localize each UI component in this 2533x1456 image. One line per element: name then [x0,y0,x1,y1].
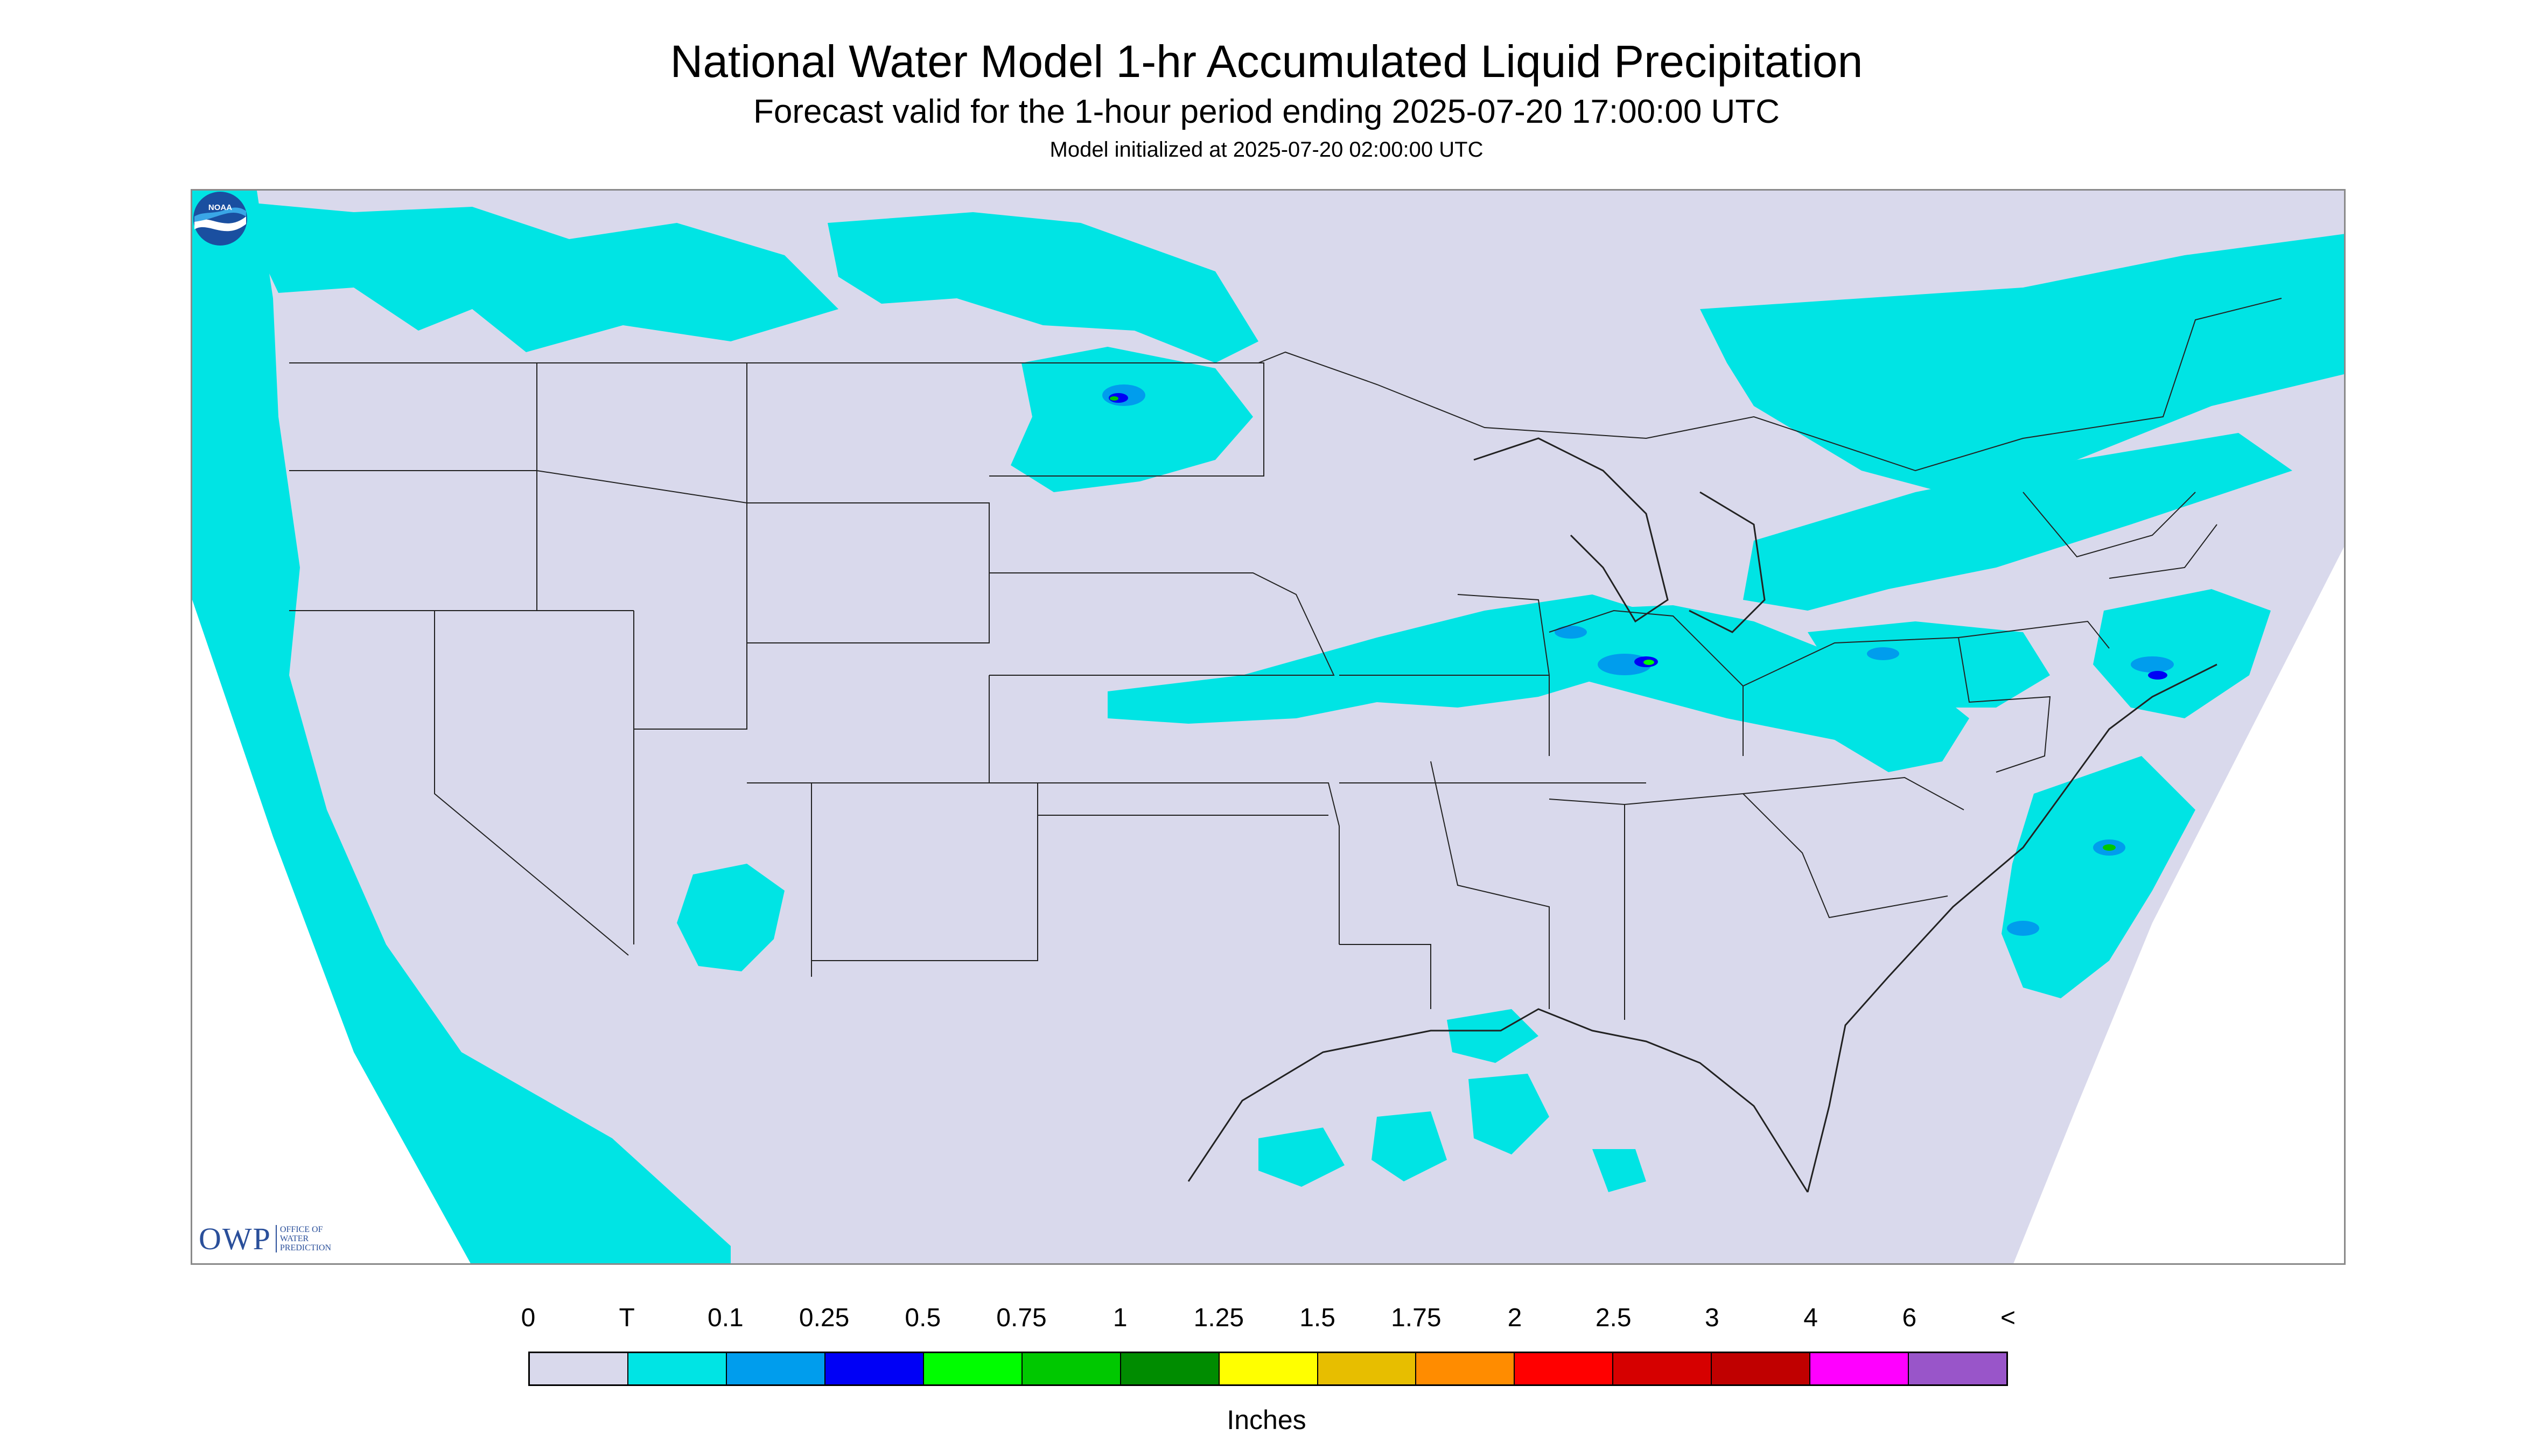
owp-wordmark: OWP [199,1221,271,1256]
legend-swatch [923,1353,1023,1384]
precipitation-map: OWP Office of Water Prediction NOAA [191,189,2346,1265]
legend-swatch [1712,1353,1811,1384]
legend-swatch [825,1353,924,1384]
precip-region-pennsylvania [1808,621,2050,708]
legend-label: 1.25 [1193,1304,1244,1332]
legend-color-bar [528,1352,2008,1386]
northeast-states [2023,492,2217,579]
precip-region-ohio-valley [1538,605,1969,772]
legend-label: 2.5 [1595,1304,1632,1332]
legend-label: 0.5 [905,1304,941,1332]
precip-region-north-dakota [1011,347,1253,492]
legend-label: 0.75 [996,1304,1047,1332]
legend-label: 0.25 [799,1304,850,1332]
map-subtitle: Forecast valid for the 1-hour period end… [753,93,1780,130]
great-lakes-shoreline [1473,437,1766,633]
legend-labels: 0 T 0.1 0.25 0.5 0.75 1 1.25 1.5 1.75 2 2.5 3 4 6 < [521,1303,2016,1335]
precip-region-canada-west [235,201,838,352]
precip-region-northeast [2093,589,2271,718]
legend-label: T [619,1304,635,1332]
legend-swatch [1416,1353,1515,1384]
legend-units: Inches [1227,1405,1306,1435]
precip-region-central-plains [1108,594,1678,724]
legend-swatch [1121,1353,1220,1384]
great-plains [989,362,1340,944]
legend-label: 1 [1112,1304,1128,1332]
legend-label: 6 [1902,1304,1917,1332]
legend-label: 0.1 [708,1304,744,1332]
legend-label: 0 [521,1304,536,1332]
precip-region-gulf-c [1372,1111,1447,1181]
legend-swatch [726,1353,825,1384]
state-boundaries [289,298,2282,1020]
legend-label: 1.75 [1391,1304,1442,1332]
map-canvas [192,191,2344,1263]
legend-swatch [1219,1353,1318,1384]
trace-precip [235,201,2344,1192]
legend-label: 3 [1705,1304,1719,1332]
precip-region-southwest [677,864,785,971]
owp-logo: OWP Office of Water Prediction [199,1221,331,1257]
midwest [1339,594,1744,783]
legend-label: < [2000,1304,2016,1332]
precip-region-gulf-e [1592,1149,1646,1192]
legend-swatch [1810,1353,1909,1384]
off-domain-right [2013,547,2344,1263]
noaa-logo: NOAA [193,192,247,246]
legend-swatch [530,1353,628,1384]
model-init-line: Model initialized at 2025-07-20 02:00:00… [1049,138,1484,162]
noaa-wordmark: NOAA [208,203,232,212]
map-title: National Water Model 1-hr Accumulated Li… [670,36,1863,87]
legend-swatch [1515,1353,1614,1384]
precip-region-atlantic [2002,756,2195,998]
heavier-precip [1102,384,2174,936]
precip-region-great-lakes [1743,433,2292,611]
us-canada-border [289,298,2282,472]
gulf-coastline [1187,1008,1809,1193]
precip-region-canada-east [1700,234,2344,492]
legend-swatch [1909,1353,2007,1384]
atlantic-states [1743,620,2110,773]
off-domain-left [192,600,471,1263]
pacific-coast-precip [192,191,731,1263]
southern-states [1339,761,1964,1020]
legend-swatch [1022,1353,1121,1384]
precip-region-canada-central [828,212,1258,363]
owp-subtext: Office of Water Prediction [275,1225,331,1252]
legend-swatch [628,1353,727,1384]
atlantic-coastline [1807,663,2217,1193]
legend-swatch [1318,1353,1417,1384]
legend-label: 1.5 [1299,1304,1335,1332]
legend-label: 2 [1507,1304,1522,1332]
legend-swatch [1613,1353,1712,1384]
coastlines [1187,437,2217,1193]
precip-region-gulf-d [1258,1128,1345,1187]
legend-label: 4 [1803,1304,1818,1332]
mountain-states [536,363,1038,977]
precip-region-gulf-b [1468,1074,1549,1154]
